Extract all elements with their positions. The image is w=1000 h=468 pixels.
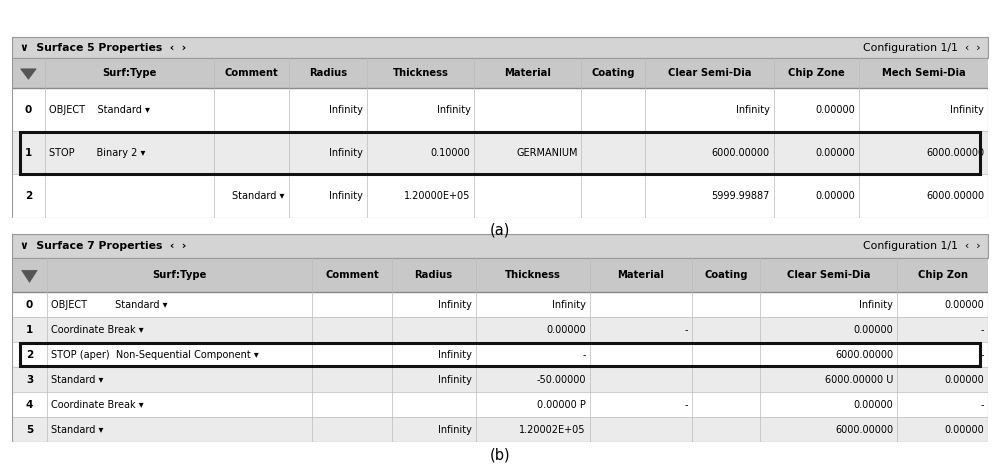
- Text: Infinity: Infinity: [859, 300, 893, 310]
- Text: -: -: [685, 325, 688, 335]
- Text: ∨  Surface 5 Properties  ‹  ›: ∨ Surface 5 Properties ‹ ›: [20, 43, 186, 53]
- Text: Configuration 1/1  ‹  ›: Configuration 1/1 ‹ ›: [863, 43, 980, 53]
- Text: Standard ▾: Standard ▾: [51, 375, 103, 385]
- Text: 6000.00000: 6000.00000: [835, 350, 893, 360]
- Text: 0.00000: 0.00000: [815, 104, 855, 115]
- Text: Comment: Comment: [224, 68, 278, 78]
- Text: Infinity: Infinity: [329, 191, 363, 201]
- Text: Radius: Radius: [415, 270, 453, 280]
- Text: STOP       Binary 2 ▾: STOP Binary 2 ▾: [49, 148, 145, 158]
- Text: Coating: Coating: [704, 270, 748, 280]
- Text: 0: 0: [26, 300, 33, 310]
- Bar: [20, 343, 980, 366]
- Text: -: -: [685, 400, 688, 410]
- Text: Infinity: Infinity: [552, 300, 586, 310]
- Text: OBJECT         Standard ▾: OBJECT Standard ▾: [51, 300, 167, 310]
- Text: 2: 2: [26, 350, 33, 360]
- Bar: [12, 392, 988, 417]
- Text: 1.20002E+05: 1.20002E+05: [519, 425, 586, 435]
- Bar: [12, 234, 988, 258]
- Text: 0.00000: 0.00000: [815, 191, 855, 201]
- Bar: [12, 37, 988, 58]
- Text: OBJECT    Standard ▾: OBJECT Standard ▾: [49, 104, 150, 115]
- Bar: [12, 292, 988, 317]
- Text: Clear Semi-Dia: Clear Semi-Dia: [668, 68, 751, 78]
- Text: Infinity: Infinity: [437, 104, 470, 115]
- Text: Material: Material: [504, 68, 551, 78]
- Polygon shape: [22, 271, 37, 282]
- Text: Coordinate Break ▾: Coordinate Break ▾: [51, 325, 143, 335]
- Text: 1.20000E+05: 1.20000E+05: [404, 191, 470, 201]
- Text: -: -: [582, 350, 586, 360]
- Text: Clear Semi-Dia: Clear Semi-Dia: [787, 270, 870, 280]
- Text: 3: 3: [26, 375, 33, 385]
- Text: -: -: [981, 400, 984, 410]
- Text: 1: 1: [25, 148, 32, 158]
- Text: -: -: [981, 325, 984, 335]
- Text: ∨  Surface 7 Properties  ‹  ›: ∨ Surface 7 Properties ‹ ›: [20, 241, 186, 251]
- Text: Infinity: Infinity: [736, 104, 770, 115]
- Text: 2: 2: [25, 191, 32, 201]
- Bar: [12, 58, 988, 88]
- Text: Standard ▾: Standard ▾: [232, 191, 285, 201]
- Text: 5999.99887: 5999.99887: [712, 191, 770, 201]
- Bar: [12, 367, 988, 392]
- Text: Surf:Type: Surf:Type: [102, 68, 157, 78]
- Text: Infinity: Infinity: [438, 300, 472, 310]
- Text: Comment: Comment: [325, 270, 379, 280]
- Text: Chip Zon: Chip Zon: [918, 270, 968, 280]
- Text: 0: 0: [25, 104, 32, 115]
- Text: 0.00000: 0.00000: [546, 325, 586, 335]
- Text: Mech Semi-Dia: Mech Semi-Dia: [882, 68, 965, 78]
- Bar: [12, 88, 988, 131]
- Text: Thickness: Thickness: [505, 270, 561, 280]
- Text: Surf:Type: Surf:Type: [153, 270, 207, 280]
- Text: Radius: Radius: [309, 68, 347, 78]
- Text: 6000.00000: 6000.00000: [712, 148, 770, 158]
- Text: 0.00000: 0.00000: [944, 300, 984, 310]
- Text: 0.00000: 0.00000: [854, 325, 893, 335]
- Text: Infinity: Infinity: [438, 425, 472, 435]
- Text: GERMANIUM: GERMANIUM: [516, 148, 578, 158]
- Text: 6000.00000: 6000.00000: [835, 425, 893, 435]
- Bar: [12, 417, 988, 442]
- Text: 6000.00000: 6000.00000: [926, 148, 984, 158]
- Text: Thickness: Thickness: [393, 68, 449, 78]
- Text: 0.00000 P: 0.00000 P: [537, 400, 586, 410]
- Text: Coordinate Break ▾: Coordinate Break ▾: [51, 400, 143, 410]
- Text: Standard ▾: Standard ▾: [51, 425, 103, 435]
- Bar: [12, 317, 988, 342]
- Text: (a): (a): [490, 223, 510, 238]
- Text: Infinity: Infinity: [438, 350, 472, 360]
- Bar: [12, 131, 988, 175]
- Text: 0.00000: 0.00000: [944, 425, 984, 435]
- Text: 0.00000: 0.00000: [854, 400, 893, 410]
- Bar: [12, 175, 988, 218]
- Text: -50.00000: -50.00000: [536, 375, 586, 385]
- Text: Configuration 1/1  ‹  ›: Configuration 1/1 ‹ ›: [863, 241, 980, 251]
- Text: 0.00000: 0.00000: [944, 375, 984, 385]
- Text: Coating: Coating: [591, 68, 635, 78]
- Bar: [12, 258, 988, 292]
- Text: Infinity: Infinity: [950, 104, 984, 115]
- Polygon shape: [21, 69, 36, 79]
- Bar: [20, 132, 980, 174]
- Text: 6000.00000: 6000.00000: [926, 191, 984, 201]
- Text: Chip Zone: Chip Zone: [788, 68, 845, 78]
- Text: Material: Material: [617, 270, 664, 280]
- Text: 5: 5: [26, 425, 33, 435]
- Text: 1: 1: [26, 325, 33, 335]
- Text: 0.00000: 0.00000: [815, 148, 855, 158]
- Text: -: -: [981, 350, 984, 360]
- Text: 0.10000: 0.10000: [431, 148, 470, 158]
- Text: Infinity: Infinity: [329, 148, 363, 158]
- Text: 4: 4: [26, 400, 33, 410]
- Bar: [12, 342, 988, 367]
- Text: (b): (b): [490, 447, 510, 462]
- Text: STOP (aper)  Non-Sequential Component ▾: STOP (aper) Non-Sequential Component ▾: [51, 350, 259, 360]
- Text: 6000.00000 U: 6000.00000 U: [825, 375, 893, 385]
- Text: Infinity: Infinity: [329, 104, 363, 115]
- Text: Infinity: Infinity: [438, 375, 472, 385]
